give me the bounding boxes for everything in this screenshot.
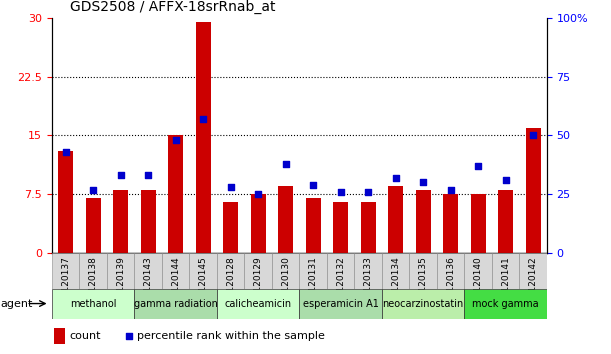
Bar	[52, 253, 79, 289]
Text: agent: agent	[1, 298, 33, 309]
Text: GSM120138: GSM120138	[89, 256, 98, 311]
Bar	[141, 190, 156, 253]
Text: methanol: methanol	[70, 298, 117, 309]
Text: GSM120136: GSM120136	[446, 256, 455, 311]
Bar	[409, 253, 437, 289]
Bar	[79, 253, 107, 289]
Point	[309, 182, 318, 188]
Bar	[333, 202, 348, 253]
Text: neocarzinostatin: neocarzinostatin	[382, 298, 464, 309]
Bar	[327, 253, 354, 289]
Bar	[382, 253, 409, 289]
Text: esperamicin A1: esperamicin A1	[302, 298, 379, 309]
Point	[61, 149, 71, 155]
Bar	[58, 151, 73, 253]
Text: gamma radiation: gamma radiation	[134, 298, 218, 309]
Point	[144, 173, 153, 178]
Text: GSM120135: GSM120135	[419, 256, 428, 311]
Bar	[134, 289, 217, 319]
Text: GSM120134: GSM120134	[391, 256, 400, 311]
Bar	[443, 194, 458, 253]
Bar	[464, 289, 547, 319]
Text: percentile rank within the sample: percentile rank within the sample	[137, 331, 325, 341]
Point	[391, 175, 401, 181]
Bar	[382, 289, 464, 319]
Bar	[354, 253, 382, 289]
Bar	[519, 253, 547, 289]
Text: GSM120129: GSM120129	[254, 256, 263, 311]
Text: GSM120132: GSM120132	[336, 256, 345, 311]
Bar	[223, 202, 238, 253]
Bar	[272, 253, 299, 289]
Point	[89, 187, 98, 192]
Bar	[278, 187, 293, 253]
Point	[474, 163, 483, 169]
Bar	[492, 253, 519, 289]
Point	[501, 177, 511, 183]
Point	[363, 189, 373, 195]
Bar	[415, 190, 431, 253]
Text: GSM120140: GSM120140	[474, 256, 483, 311]
Bar	[437, 253, 464, 289]
Bar	[217, 289, 299, 319]
Point	[124, 333, 134, 339]
Text: GSM120139: GSM120139	[116, 256, 125, 311]
Point	[336, 189, 346, 195]
Bar	[299, 289, 382, 319]
Text: GDS2508 / AFFX-18srRnab_at: GDS2508 / AFFX-18srRnab_at	[70, 0, 276, 14]
Point	[116, 173, 126, 178]
Bar	[86, 198, 101, 253]
Bar	[52, 289, 134, 319]
Text: GSM120130: GSM120130	[281, 256, 290, 311]
Bar	[107, 253, 134, 289]
Text: GSM120137: GSM120137	[61, 256, 70, 311]
Bar	[54, 329, 65, 344]
Bar	[113, 190, 128, 253]
Text: GSM120128: GSM120128	[226, 256, 235, 311]
Text: GSM120142: GSM120142	[529, 256, 538, 310]
Text: GSM120133: GSM120133	[364, 256, 373, 311]
Bar	[196, 22, 211, 253]
Bar	[306, 198, 321, 253]
Text: GSM120145: GSM120145	[199, 256, 208, 311]
Point	[198, 116, 208, 122]
Text: count: count	[69, 331, 101, 341]
Bar	[299, 253, 327, 289]
Text: GSM120131: GSM120131	[309, 256, 318, 311]
Bar	[498, 190, 513, 253]
Point	[529, 132, 538, 138]
Point	[446, 187, 456, 192]
Text: GSM120143: GSM120143	[144, 256, 153, 311]
Bar	[162, 253, 189, 289]
Bar	[251, 194, 266, 253]
Bar	[134, 253, 162, 289]
Bar	[217, 253, 244, 289]
Point	[171, 137, 181, 143]
Point	[418, 180, 428, 185]
Text: mock gamma: mock gamma	[472, 298, 539, 309]
Bar	[525, 127, 541, 253]
Point	[281, 161, 291, 166]
Bar	[464, 253, 492, 289]
Bar	[168, 135, 183, 253]
Text: GSM120144: GSM120144	[171, 256, 180, 310]
Bar	[189, 253, 217, 289]
Bar	[360, 202, 376, 253]
Text: calicheamicin: calicheamicin	[225, 298, 291, 309]
Point	[254, 192, 263, 197]
Text: GSM120141: GSM120141	[501, 256, 510, 311]
Bar	[470, 194, 486, 253]
Point	[226, 184, 236, 190]
Bar	[388, 187, 403, 253]
Bar	[244, 253, 272, 289]
